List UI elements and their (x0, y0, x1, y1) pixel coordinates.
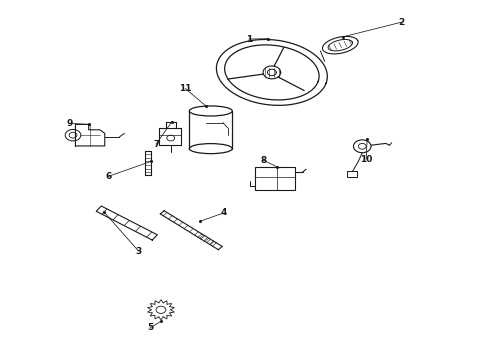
Text: 8: 8 (261, 156, 267, 165)
Text: 7: 7 (153, 140, 159, 149)
Text: 3: 3 (135, 247, 142, 256)
Text: 11: 11 (179, 84, 192, 93)
Text: 6: 6 (105, 172, 111, 181)
Text: 10: 10 (360, 155, 372, 164)
Text: 2: 2 (398, 18, 404, 27)
Text: 5: 5 (147, 323, 153, 332)
Text: 1: 1 (246, 35, 252, 44)
Bar (255, 167, 295, 190)
Bar (346, 171, 357, 177)
Text: 4: 4 (220, 208, 227, 217)
Text: 9: 9 (67, 119, 74, 128)
